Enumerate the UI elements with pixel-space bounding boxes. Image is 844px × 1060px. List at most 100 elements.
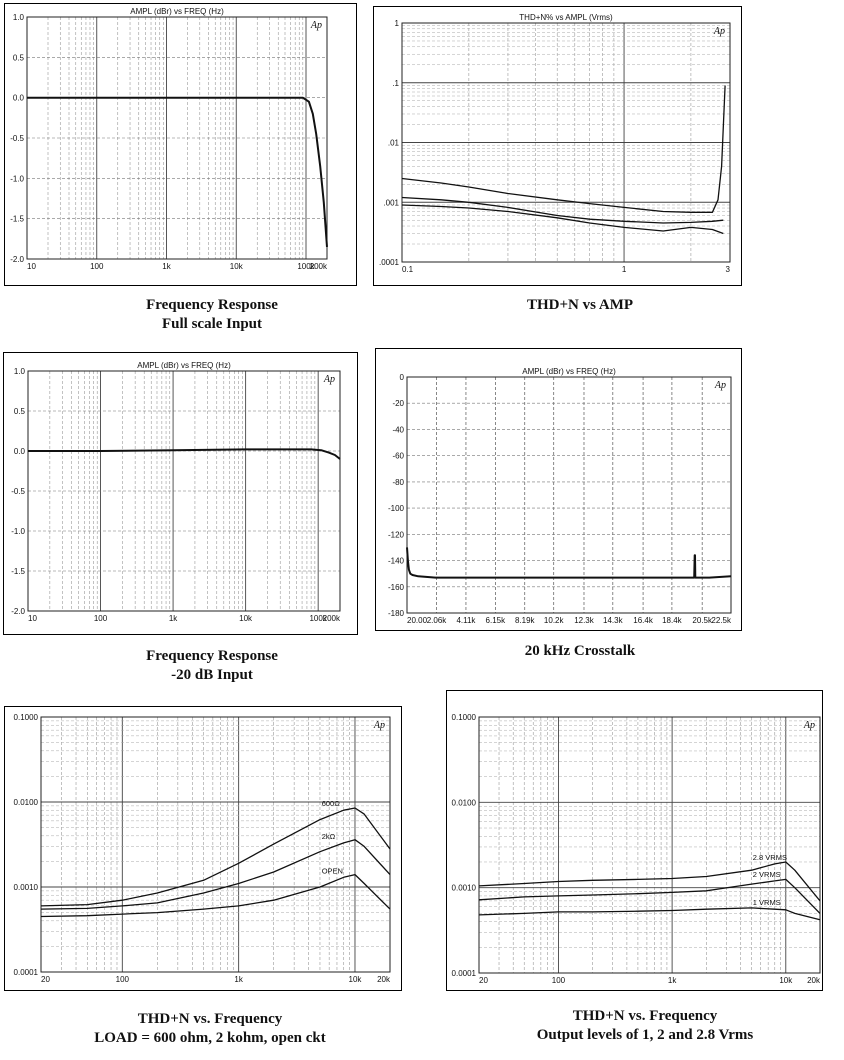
y-tick-label: -40 bbox=[392, 425, 404, 434]
x-tick-label: 22.5k bbox=[711, 616, 732, 625]
y-tick-label: 0.5 bbox=[14, 407, 26, 416]
caption-frequency-response-full: Frequency Response Full scale Input bbox=[112, 296, 312, 334]
chart-svg: 20.00 2.06k 4.11k 6.15k 8.19k 10.2k 12.3k 14.3k… bbox=[388, 367, 732, 625]
y-tick-label: 0 bbox=[400, 373, 405, 382]
y-tick-label: 0.0100 bbox=[452, 798, 477, 807]
x-tick-label: 10k bbox=[779, 976, 793, 985]
series-line bbox=[27, 96, 328, 247]
y-tick-label: -80 bbox=[392, 478, 404, 487]
plot-frame bbox=[27, 370, 341, 612]
x-tick-label: 20k bbox=[377, 975, 391, 984]
y-tick-label: -100 bbox=[388, 504, 405, 513]
y-tick-label: -180 bbox=[388, 609, 405, 618]
ap-logo: Ap bbox=[323, 374, 335, 385]
x-tick-label: 10.2k bbox=[544, 616, 565, 625]
grid bbox=[401, 22, 731, 263]
caption-line: Full scale Input bbox=[161, 316, 263, 332]
y-tick-label: -1.5 bbox=[10, 215, 24, 224]
series-label: 2kΩ bbox=[322, 832, 336, 841]
x-tick-label: 4.11k bbox=[456, 616, 476, 625]
series-line bbox=[28, 448, 341, 460]
plot-frame bbox=[401, 22, 731, 263]
x-tick-label: 100k bbox=[297, 262, 315, 271]
x-tick-label: 100 bbox=[94, 614, 108, 623]
ap-logo: Ap bbox=[373, 720, 385, 731]
x-tick-label: 100 bbox=[116, 975, 130, 984]
x-tick-label: 6.15k bbox=[486, 616, 507, 625]
x-tick-label: 1k bbox=[234, 975, 243, 984]
series-line bbox=[478, 861, 821, 902]
chart-title: AMPL (dBr) vs FREQ (Hz) bbox=[522, 367, 616, 376]
caption-frequency-response-20db: Frequency Response -20 dB Input bbox=[112, 647, 312, 685]
x-tick-label: 10k bbox=[230, 262, 244, 271]
y-tick-label: .0001 bbox=[379, 258, 400, 267]
x-tick-label: 3 bbox=[726, 265, 731, 274]
y-tick-label: -60 bbox=[392, 452, 404, 461]
x-tick-label: 0.1 bbox=[402, 265, 414, 274]
grid bbox=[478, 716, 821, 974]
y-tick-label: -0.5 bbox=[10, 134, 24, 143]
thd-vs-amp-chart: 0.1 1 3 1 .1 .01 .001 .0001 THD+N% vs AMPL (Vrms… bbox=[373, 6, 742, 286]
series-line bbox=[401, 85, 726, 213]
y-tick-label: -0.5 bbox=[11, 487, 25, 496]
x-tick-label: 20 bbox=[479, 976, 488, 985]
x-tick-label: 10 bbox=[28, 614, 37, 623]
frequency-response-full-scale-chart: 10 100 1k 10k 100k 200k 1.0 0.5 0.0 -0.5 -1.0 -1.5 -… bbox=[4, 3, 357, 286]
y-tick-label: 0.0100 bbox=[14, 798, 39, 807]
plot-frame bbox=[40, 716, 391, 973]
y-tick-label: 0.0 bbox=[13, 94, 25, 103]
chart-svg: 20 100 1k 10k 20k 0.1000 0.0100 0.0010 0.0001 Ap 6… bbox=[14, 713, 391, 984]
y-tick-label: -120 bbox=[388, 530, 405, 539]
y-tick-label: 0.1000 bbox=[452, 713, 477, 722]
x-tick-label: 20.5k bbox=[692, 616, 713, 625]
x-tick-label: 1k bbox=[162, 262, 171, 271]
x-tick-label: 2.06k bbox=[427, 616, 448, 625]
x-tick-label: 100k bbox=[309, 614, 327, 623]
y-tick-label: 0.0010 bbox=[14, 883, 39, 892]
y-tick-label: -1.0 bbox=[11, 527, 25, 536]
caption-thd-vs-amp: THD+N vs AMP bbox=[480, 296, 680, 315]
series-label: 2.8 VRMS bbox=[753, 853, 787, 862]
x-tick-label: 100 bbox=[552, 976, 566, 985]
y-tick-label: 0.0010 bbox=[452, 884, 477, 893]
caption-line: THD+N vs AMP bbox=[526, 297, 634, 313]
ap-logo: Ap bbox=[714, 380, 726, 391]
caption-line: Output levels of 1, 2 and 2.8 Vrms bbox=[536, 1027, 754, 1043]
caption-line: Frequency Response bbox=[146, 297, 278, 313]
x-tick-label: 200k bbox=[323, 614, 341, 623]
ap-logo: Ap bbox=[310, 20, 322, 31]
grid bbox=[26, 16, 328, 260]
plot-frame bbox=[406, 376, 732, 614]
caption-crosstalk: 20 kHz Crosstalk bbox=[480, 642, 680, 661]
x-tick-label: 10k bbox=[239, 614, 253, 623]
chart-title: AMPL (dBr) vs FREQ (Hz) bbox=[137, 361, 231, 370]
plot-frame bbox=[26, 16, 328, 260]
x-tick-label: 1k bbox=[169, 614, 178, 623]
thd-vs-frequency-level-chart: 20 100 1k 10k 20k 0.1000 0.0100 0.0010 0.0001 Ap 2… bbox=[446, 690, 823, 991]
x-tick-label: 18.4k bbox=[662, 616, 683, 625]
y-tick-label: 0.1000 bbox=[14, 713, 39, 722]
caption-line: LOAD = 600 ohm, 2 kohm, open ckt bbox=[94, 1030, 326, 1046]
x-tick-label: 10k bbox=[349, 975, 363, 984]
y-tick-label: 1.0 bbox=[14, 367, 26, 376]
grid bbox=[27, 370, 341, 612]
ap-logo: Ap bbox=[713, 26, 725, 37]
ap-logo: Ap bbox=[803, 720, 815, 731]
chart-svg: 20 100 1k 10k 20k 0.1000 0.0100 0.0010 0.0001 Ap 2… bbox=[452, 713, 821, 985]
caption-line: Frequency Response bbox=[146, 648, 278, 664]
series-line bbox=[40, 807, 391, 907]
y-tick-label: -160 bbox=[388, 583, 405, 592]
y-tick-label: .1 bbox=[392, 79, 399, 88]
series-label: OPEN bbox=[322, 866, 343, 875]
x-tick-label: 100 bbox=[90, 262, 104, 271]
series-label: 600Ω bbox=[322, 799, 341, 808]
x-tick-label: 8.19k bbox=[515, 616, 536, 625]
frequency-response-20db-chart: 10 100 1k 10k 100k 200k 1.0 0.5 0.0 -0.5 -1.0 -1.5 -… bbox=[3, 352, 358, 635]
y-tick-label: .001 bbox=[383, 198, 399, 207]
crosstalk-chart: 20.00 2.06k 4.11k 6.15k 8.19k 10.2k 12.3k 14.3k… bbox=[375, 348, 742, 631]
y-tick-label: 0.0001 bbox=[14, 968, 39, 977]
x-tick-label: 16.4k bbox=[633, 616, 654, 625]
caption-line: THD+N vs. Frequency bbox=[572, 1008, 718, 1024]
